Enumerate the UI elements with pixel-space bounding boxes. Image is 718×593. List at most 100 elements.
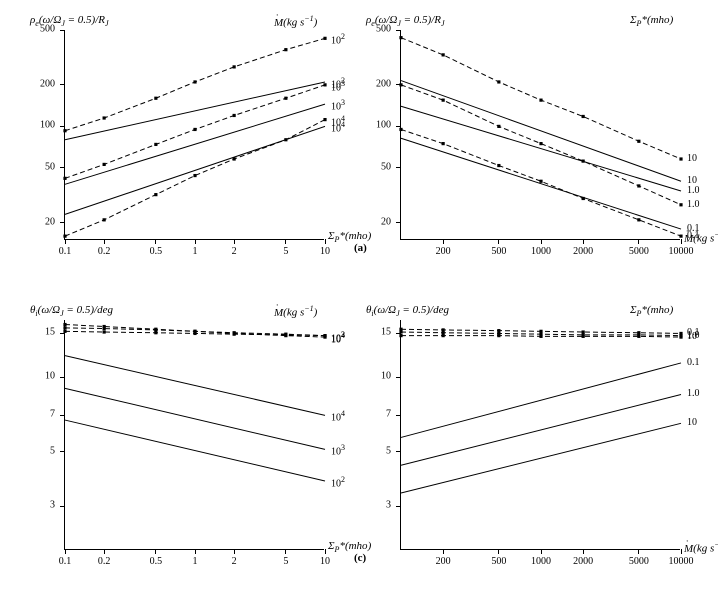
data-marker	[154, 143, 157, 146]
panel-a: 0.10.20.51251020501002005001021021031031…	[28, 10, 354, 280]
chart-lines	[401, 30, 681, 240]
series-label: 1.0	[687, 185, 700, 196]
series-label: 104	[331, 409, 345, 423]
x-tick-label: 1000	[531, 556, 551, 567]
x-axis-label: M·(kg s−1)	[684, 540, 718, 555]
data-marker	[323, 118, 326, 121]
y-tick-label: 200	[40, 78, 55, 89]
series-label: 102	[331, 32, 345, 46]
data-marker	[193, 128, 196, 131]
series-group-label: ΣP*(mho)	[630, 14, 673, 28]
data-marker	[442, 334, 445, 337]
data-marker	[497, 80, 500, 83]
x-tick-label: 500	[491, 556, 506, 567]
chart-lines	[65, 30, 325, 240]
data-marker	[233, 65, 236, 68]
series-label: 10	[687, 417, 697, 428]
x-tick-label: 0.5	[150, 556, 163, 567]
data-marker	[399, 128, 402, 131]
data-marker	[442, 328, 445, 331]
data-marker	[679, 335, 682, 338]
data-marker	[63, 129, 66, 132]
series-label: 10	[687, 153, 697, 164]
data-marker	[154, 328, 157, 331]
data-marker	[497, 329, 500, 332]
y-tick-label: 7	[50, 409, 55, 420]
data-marker	[497, 164, 500, 167]
data-marker	[193, 174, 196, 177]
data-marker	[637, 335, 640, 338]
series-label: 10	[687, 331, 697, 342]
x-tick-label: 1	[193, 556, 198, 567]
series-line	[65, 126, 325, 214]
series-line	[65, 356, 325, 416]
data-marker	[539, 180, 542, 183]
x-tick-label: 5	[283, 246, 288, 257]
y-axis-label: θi(ω/ΩJ = 0.5)/deg	[30, 304, 113, 318]
data-marker	[497, 125, 500, 128]
x-tick-label: 5000	[629, 246, 649, 257]
x-tick-label: 10000	[669, 246, 694, 257]
data-marker	[103, 116, 106, 119]
data-marker	[233, 114, 236, 117]
series-label: 103	[331, 443, 345, 457]
data-marker	[679, 235, 682, 238]
data-marker	[103, 163, 106, 166]
chart-lines	[65, 320, 325, 550]
data-marker	[399, 328, 402, 331]
plot-area: 0.10.20.5125103571015104103102104103102	[64, 320, 324, 550]
data-marker	[103, 330, 106, 333]
series-line	[401, 138, 681, 229]
series-line	[65, 420, 325, 481]
data-marker	[442, 99, 445, 102]
series-line	[65, 388, 325, 449]
y-tick-label: 7	[386, 409, 391, 420]
data-marker	[193, 332, 196, 335]
series-line	[401, 423, 681, 493]
series-group-label: M·(kg s−1)	[274, 304, 317, 319]
x-tick-label: 500	[491, 246, 506, 257]
series-label: 103	[331, 98, 345, 112]
y-tick-label: 100	[40, 120, 55, 131]
x-tick-label: 5	[283, 556, 288, 567]
data-marker	[637, 140, 640, 143]
panel-c: 0.10.20.5125103571015104103102104103102Σ…	[28, 300, 354, 580]
data-marker	[284, 333, 287, 336]
data-marker	[399, 334, 402, 337]
chart-lines	[401, 320, 681, 550]
series-label: 0.1	[687, 357, 700, 368]
data-marker	[442, 331, 445, 334]
data-marker	[63, 323, 66, 326]
data-marker	[233, 333, 236, 336]
series-line	[65, 104, 325, 184]
data-marker	[399, 36, 402, 39]
series-line	[65, 82, 325, 140]
y-tick-label: 10	[381, 371, 391, 382]
x-tick-label: 2000	[573, 556, 593, 567]
x-tick-label: 10	[320, 246, 330, 257]
x-tick-label: 10	[320, 556, 330, 567]
y-tick-label: 50	[381, 161, 391, 172]
x-tick-label: 0.1	[59, 556, 72, 567]
y-axis-label: θi(ω/ΩJ = 0.5)/deg	[366, 304, 449, 318]
plot-area: 2005001000200050001000020501002005001010…	[400, 30, 680, 240]
data-marker	[539, 142, 542, 145]
y-tick-label: 5	[50, 445, 55, 456]
data-marker	[323, 83, 326, 86]
series-line	[401, 81, 681, 182]
data-marker	[63, 177, 66, 180]
x-axis-label: M·(kg s−1)	[684, 230, 718, 245]
x-tick-label: 2	[232, 246, 237, 257]
data-marker	[679, 157, 682, 160]
series-label: 103	[331, 79, 345, 93]
data-marker	[284, 97, 287, 100]
series-label: 1.0	[687, 388, 700, 399]
data-marker	[193, 80, 196, 83]
data-marker	[637, 184, 640, 187]
y-tick-label: 20	[45, 216, 55, 227]
x-tick-label: 1	[193, 246, 198, 257]
series-line	[401, 363, 681, 437]
data-marker	[637, 218, 640, 221]
x-tick-label: 2000	[573, 246, 593, 257]
x-tick-label: 2	[232, 556, 237, 567]
